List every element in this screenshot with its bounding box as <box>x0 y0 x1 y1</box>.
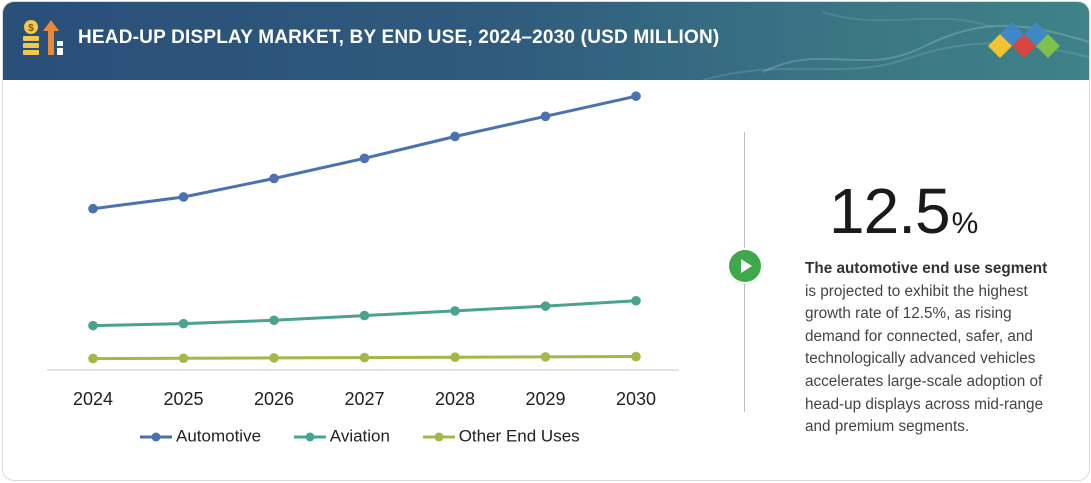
x-tick-label-2024: 2024 <box>73 389 113 409</box>
x-tick-label-2027: 2027 <box>344 389 384 409</box>
data-point-automotive-2030 <box>631 91 641 101</box>
callout-text: is projected to exhibit the highest grow… <box>805 282 1044 436</box>
market-growth-icon: $ <box>23 20 63 55</box>
growth-rate-value: 12.5 <box>829 175 951 247</box>
x-tick-label-2030: 2030 <box>616 389 656 409</box>
legend-label-other-end-uses: Other End Uses <box>458 426 580 446</box>
data-point-aviation-2025 <box>178 318 189 329</box>
page-title: HEAD-UP DISPLAY MARKET, BY END USE, 2024… <box>78 27 720 48</box>
data-point-other-end-uses-2024 <box>88 353 98 364</box>
x-tick-label-2028: 2028 <box>435 389 475 409</box>
data-point-other-end-uses-2027 <box>359 352 370 363</box>
data-point-automotive-2024 <box>88 203 98 214</box>
data-point-automotive-2025 <box>178 192 189 202</box>
data-point-aviation-2024 <box>88 320 98 331</box>
data-point-other-end-uses-2029 <box>540 352 551 362</box>
x-tick-label-2026: 2026 <box>254 389 294 409</box>
legend-label-aviation: Aviation <box>329 426 390 446</box>
data-point-aviation-2029 <box>540 301 551 311</box>
legend-item-aviation: Aviation <box>292 426 390 447</box>
growth-rate-stat: 12.5% <box>829 174 978 248</box>
data-point-aviation-2027 <box>359 310 370 321</box>
data-point-other-end-uses-2025 <box>178 353 189 364</box>
data-point-aviation-2026 <box>269 315 279 326</box>
legend-label-automotive: Automotive <box>176 426 262 446</box>
callout-bold-text: The automotive end use segment <box>805 260 1048 277</box>
data-point-automotive-2029 <box>540 111 551 122</box>
x-tick-label-2029: 2029 <box>525 389 565 409</box>
series-line-automotive <box>92 94 637 211</box>
data-point-automotive-2028 <box>450 131 460 142</box>
data-point-other-end-uses-2026 <box>269 353 279 363</box>
svg-text:$: $ <box>28 23 34 34</box>
legend-marker-automotive <box>140 432 172 442</box>
brand-logo-icon <box>988 22 1060 58</box>
play-button[interactable] <box>729 250 761 282</box>
data-point-aviation-2028 <box>450 306 460 316</box>
line-chart: 2024 2025 2026 2027 2028 2029 2030 <box>47 91 679 409</box>
legend-marker-aviation <box>293 432 326 442</box>
legend-marker-other-end-uses <box>422 432 455 442</box>
legend-item-other-end-uses: Other End Uses <box>421 426 580 447</box>
growth-rate-unit: % <box>951 207 979 240</box>
data-point-automotive-2026 <box>269 173 279 184</box>
data-point-other-end-uses-2030 <box>631 351 641 362</box>
chart-legend: Automotive Aviation Other End Uses <box>138 426 606 447</box>
x-tick-label-2025: 2025 <box>163 389 203 409</box>
header-banner: $ HEAD-UP DISPLAY MARKET, BY END USE, 20… <box>3 2 1089 80</box>
legend-item-automotive: Automotive <box>138 426 261 447</box>
data-point-other-end-uses-2028 <box>450 352 460 363</box>
data-point-automotive-2027 <box>359 153 370 164</box>
callout-description: The automotive end use segment is projec… <box>805 258 1055 439</box>
data-point-aviation-2030 <box>631 295 641 306</box>
